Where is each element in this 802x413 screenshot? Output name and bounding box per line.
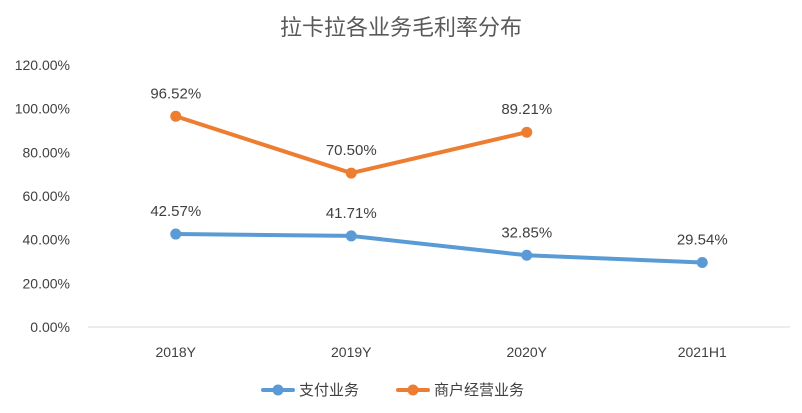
y-tick-label: 20.00%: [23, 275, 70, 291]
y-axis: 0.00% 20.00% 40.00% 60.00% 80.00% 100.00% 120.…: [15, 57, 70, 335]
x-tick-label: 2020Y: [507, 344, 548, 360]
x-tick-label: 2018Y: [156, 344, 197, 360]
data-point: [521, 249, 533, 261]
data-label: 96.52%: [150, 85, 201, 102]
y-tick-label: 60.00%: [23, 188, 70, 204]
x-axis: 2018Y 2019Y 2020Y 2021H1: [156, 344, 727, 360]
legend-swatch-marker: [272, 384, 284, 396]
x-tick-label: 2021H1: [678, 344, 727, 360]
legend-label: 支付业务: [299, 381, 359, 399]
y-tick-label: 120.00%: [15, 57, 70, 73]
series-points: [170, 110, 708, 269]
y-tick-label: 40.00%: [23, 232, 70, 248]
legend: 支付业务 商户经营业务: [261, 381, 524, 399]
series-lines: [173, 114, 705, 265]
legend-swatch-marker: [407, 384, 419, 396]
legend-label: 商户经营业务: [434, 381, 524, 399]
data-label: 32.85%: [501, 224, 552, 241]
chart-title: 拉卡拉各业务毛利率分布: [280, 16, 522, 41]
data-label: 42.57%: [150, 203, 201, 220]
x-tick-label: 2019Y: [331, 344, 372, 360]
data-point: [521, 126, 533, 138]
data-point: [696, 257, 708, 269]
y-tick-label: 100.00%: [15, 101, 70, 117]
y-tick-label: 80.00%: [23, 144, 70, 160]
y-tick-label: 0.00%: [30, 319, 70, 335]
series-line-0: [173, 232, 705, 265]
data-label: 41.71%: [326, 205, 377, 222]
data-point: [170, 110, 182, 122]
data-point: [345, 167, 357, 179]
data-labels: 42.57% 41.71% 32.85% 29.54% 96.52% 70.50% 89.2…: [150, 85, 727, 248]
data-label: 29.54%: [677, 232, 728, 249]
data-point: [170, 228, 182, 240]
data-point: [345, 230, 357, 242]
data-label: 89.21%: [501, 101, 552, 118]
data-label: 70.50%: [326, 142, 377, 159]
